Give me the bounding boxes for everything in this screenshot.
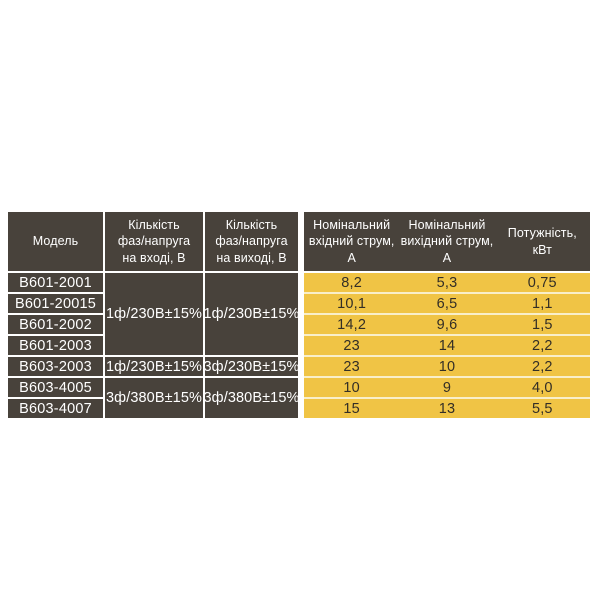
- power-value: 4,0: [531, 379, 553, 396]
- numeric-header-row: Номінальний вхідний струм, А Номінальний…: [304, 212, 590, 271]
- output-current-value: 5,3: [436, 274, 458, 291]
- output-current-value: 10: [438, 358, 456, 375]
- power-value: 1,1: [531, 295, 553, 312]
- output-voltage-cell: 1ф/230В±15%: [204, 273, 299, 355]
- input-current-value: 10: [343, 379, 360, 396]
- table-row: 10,1 6,5 1,1: [304, 294, 590, 313]
- model-cell: В603-4005: [8, 378, 103, 397]
- model-cell: В603-4007: [8, 399, 103, 418]
- table-row: 8,2 5,3 0,75: [304, 273, 590, 292]
- input-voltage-cell: 3ф/380В±15%: [105, 378, 203, 418]
- output-voltage-cell: 3ф/230В±15%: [203, 357, 300, 376]
- table-row: 10 9 4,0: [304, 378, 590, 397]
- spec-table-right-section: Номінальний вхідний струм, А Номінальний…: [304, 212, 590, 418]
- power-value: 2,2: [531, 337, 553, 354]
- column-header-model: Модель: [8, 212, 103, 271]
- output-current-value: 14: [438, 337, 456, 354]
- power-value: 2,2: [531, 358, 553, 375]
- input-voltage-cell: 1ф/230В±15%: [105, 273, 203, 355]
- power-value: 0,75: [527, 274, 557, 291]
- output-current-value: 13: [438, 400, 456, 417]
- model-cell: В601-2003: [8, 336, 103, 355]
- model-cell: В601-2002: [8, 315, 103, 334]
- input-current-value: 8,2: [341, 274, 363, 291]
- model-cell: В601-2001: [8, 273, 103, 292]
- input-current-value: 23: [343, 358, 360, 375]
- input-current-value: 23: [343, 337, 360, 354]
- column-header-power: Потужність, кВт: [494, 212, 590, 271]
- output-current-value: 9: [442, 379, 452, 396]
- numeric-rows: 8,2 5,3 0,75 10,1 6,5 1,1 14,2 9,6 1,5 2…: [304, 273, 590, 418]
- table-row: 23 14 2,2: [304, 336, 590, 355]
- column-header-input-current: Номінальний вхідний струм, А: [304, 212, 400, 271]
- column-header-phases-input: Кількість фаз/напруга на вході, В: [105, 212, 203, 271]
- output-current-value: 9,6: [436, 316, 458, 333]
- input-current-value: 15: [343, 400, 360, 417]
- table-row: 14,2 9,6 1,5: [304, 315, 590, 334]
- input-current-value: 10,1: [337, 295, 367, 312]
- spec-table-left-section: Модель Кількість фаз/напруга на вході, В…: [8, 212, 300, 418]
- input-voltage-cell: 1ф/230В±15%: [105, 357, 203, 376]
- model-cell: В603-2003: [8, 357, 103, 376]
- input-current-value: 14,2: [337, 316, 367, 333]
- output-current-value: 6,5: [436, 295, 458, 312]
- table-row: 23 10 2,2: [304, 357, 590, 376]
- column-header-output-current: Номінальний вихідний струм, А: [399, 212, 495, 271]
- column-header-phases-output: Кількість фаз/напруга на виході, В: [205, 212, 298, 271]
- model-cell: В601-20015: [8, 294, 103, 313]
- output-voltage-cell: 3ф/380В±15%: [204, 378, 299, 418]
- table-row: 15 13 5,5: [304, 399, 590, 418]
- power-value: 5,5: [531, 400, 553, 417]
- power-value: 1,5: [531, 316, 553, 333]
